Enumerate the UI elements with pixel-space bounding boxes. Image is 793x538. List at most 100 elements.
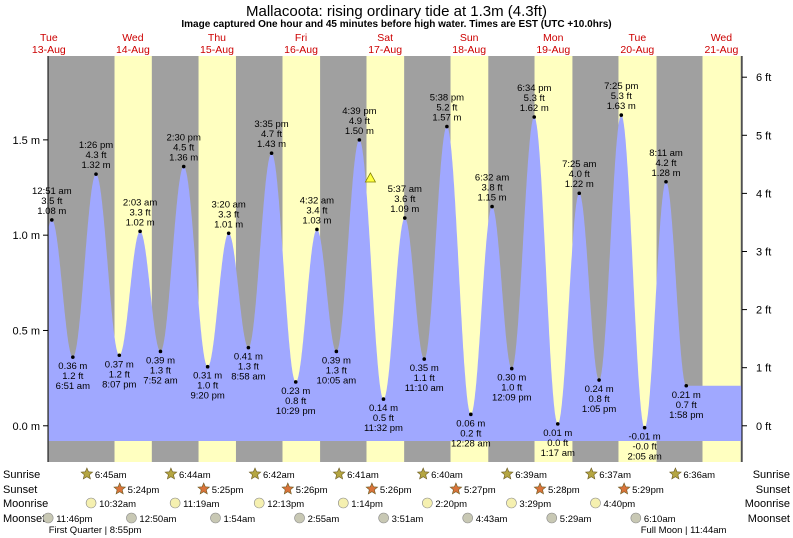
current-tide-marker (364, 172, 377, 183)
moonrise-time: 3:29pm (519, 499, 551, 510)
left-tick-label: 1.0 m (12, 230, 40, 242)
extremum-dot (469, 412, 473, 417)
high-metres: 1.22 m (565, 179, 594, 190)
low-feet: 0.2 ft (460, 428, 481, 439)
low-time: 1:17 am (541, 448, 575, 459)
low-time: 12:09 pm (492, 393, 532, 404)
moonset-icon (294, 512, 305, 524)
high-feet: 5.2 ft (436, 103, 457, 114)
extremum-dot (94, 172, 98, 176)
low-metres: 0.39 m (146, 355, 175, 366)
sunset-time: 5:25pm (212, 485, 244, 496)
low-time: 9:20 pm (190, 391, 224, 402)
sunset-time: 5:24pm (128, 485, 160, 496)
moonrise-time: 4:40pm (604, 499, 636, 510)
moonset-time: 3:51am (392, 514, 424, 525)
extremum-dot (246, 345, 251, 350)
sunset-icon (365, 482, 379, 495)
high-time: 7:25 am (562, 159, 596, 170)
astronomy-rows: Sunrise Sunrise 6:45am 6:44am 6:42am 6:41am 6:… (3, 467, 790, 536)
low-metres: 0.36 m (58, 361, 87, 372)
low-metres: 0.39 m (322, 355, 351, 366)
low-feet: 0.7 ft (676, 400, 697, 411)
low-time: 1:05 pm (582, 404, 616, 415)
low-metres: 0.23 m (281, 386, 310, 397)
low-time: 8:07 pm (102, 379, 136, 390)
day-date: 21-Aug (704, 44, 738, 56)
low-feet: 0.8 ft (285, 396, 306, 407)
high-metres: 1.01 m (214, 219, 243, 230)
low-feet: 1.2 ft (109, 369, 130, 380)
moonset-time: 2:55am (308, 514, 340, 525)
high-metres: 1.50 m (345, 126, 374, 137)
extremum-dot (577, 191, 582, 196)
sunrise-time: 6:41am (347, 470, 379, 481)
sunset-icon (533, 482, 547, 495)
low-feet: 1.3 ft (326, 365, 347, 376)
sunset-icon (281, 482, 295, 495)
high-feet: 4.0 ft (569, 169, 590, 180)
moonrise-label-right: Moonrise (745, 498, 790, 510)
low-metres: 0.37 m (105, 359, 134, 370)
sunrise-icon (500, 467, 514, 480)
low-metres: 0.01 m (543, 428, 572, 439)
moonset-time: 12:50am (139, 514, 176, 525)
high-time: 6:32 am (475, 173, 509, 184)
right-tick-label: 5 ft (756, 130, 771, 142)
low-time: 11:10 am (405, 383, 444, 394)
extremum-dot (509, 366, 514, 371)
right-tick-label: 2 ft (756, 305, 771, 317)
extremum-dot (664, 180, 668, 184)
extremum-dot (293, 380, 298, 384)
low-metres: 0.06 m (456, 418, 485, 429)
moonset-icon (210, 512, 221, 524)
extremum-dot (50, 218, 54, 222)
high-time: 2:30 pm (167, 133, 201, 144)
moonrise-label-left: Moonrise (3, 498, 48, 510)
moonset-icon (378, 512, 389, 524)
day-name: Tue (628, 32, 646, 44)
moonset-icon (630, 512, 642, 524)
moon-phase-label: Full Moon | 11:44am (641, 525, 727, 536)
sunset-time: 5:26pm (296, 485, 328, 496)
sunrise-time: 6:42am (263, 470, 295, 481)
extremum-dot (445, 124, 449, 129)
extremum-dot (532, 115, 537, 119)
extremum-dot (597, 378, 601, 382)
high-feet: 4.9 ft (349, 116, 370, 127)
moonrise-icon (337, 497, 349, 509)
high-feet: 4.3 ft (85, 150, 106, 161)
sunrise-icon (584, 467, 598, 480)
extremum-dot (71, 355, 75, 359)
high-metres: 1.09 m (390, 204, 419, 215)
sunrise-time: 6:39am (515, 470, 547, 481)
high-feet: 3.5 ft (41, 196, 62, 207)
day-name: Wed (122, 32, 144, 44)
extremum-dot (138, 229, 142, 234)
moonset-label-right: Moonset (748, 513, 790, 525)
extremum-dot (381, 397, 386, 401)
day-date: 19-Aug (536, 44, 570, 56)
day-name: Tue (40, 32, 58, 44)
high-feet: 3.8 ft (482, 183, 503, 194)
high-metres: 1.28 m (651, 168, 680, 179)
sunrise-time: 6:37am (599, 470, 631, 481)
sunrise-icon (80, 467, 94, 480)
moonset-time: 6:10am (644, 514, 676, 525)
moonrise-icon (590, 497, 601, 509)
extremum-dot (357, 138, 362, 142)
right-tick-label: 0 ft (756, 421, 771, 433)
high-time: 3:35 pm (254, 119, 288, 130)
moonset-label-left: Moonset (3, 513, 45, 525)
high-feet: 3.4 ft (306, 205, 327, 216)
sunset-icon (197, 482, 211, 495)
left-tick-label: 0.5 m (12, 325, 40, 337)
low-feet: 0.0 ft (547, 438, 568, 449)
day-name: Mon (543, 32, 564, 44)
sunrise-icon (164, 467, 178, 480)
right-tick-label: 6 ft (756, 72, 771, 84)
sunrise-label-right: Sunrise (753, 469, 790, 481)
high-feet: 4.5 ft (173, 143, 194, 154)
extremum-dot (315, 227, 319, 232)
sunset-time: 5:26pm (380, 485, 412, 496)
